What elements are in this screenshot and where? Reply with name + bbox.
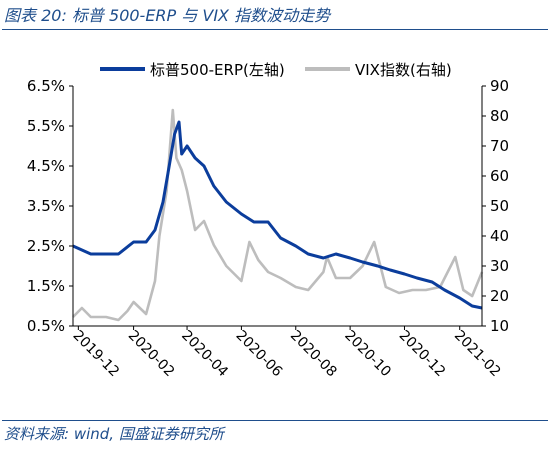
y-right-tick-label: 80 [490,107,509,125]
y-left-tick-label: 2.5% [27,237,65,255]
y-right-tick-label: 20 [490,287,509,305]
x-ticks: 2019-12 2020-02 2020-04 2020-06 2020-08 2020-… [70,326,504,380]
y-left-tick-label: 1.5% [27,277,65,295]
y-right-tick-label: 40 [490,227,509,245]
erp-vix-chart: 标普500-ERP(左轴) VIX指数(右轴) 0.5% 1.5% 2.5% 3.5%… [27,61,509,380]
y-right-tick-label: 70 [490,137,509,155]
x-tick-label: 2019-12 [70,328,123,381]
source-note: 资料来源: wind, 国盛证券研究所 [2,420,548,448]
y-right-ticks: 10 20 30 40 50 60 70 80 90 [482,77,509,335]
y-left-tick-label: 3.5% [27,197,65,215]
legend-label-erp: 标普500-ERP(左轴) [150,61,285,79]
x-tick-label: 2020-12 [396,328,449,381]
y-right-tick-label: 60 [490,167,509,185]
y-left-tick-label: 0.5% [27,317,65,335]
x-tick-label: 2020-08 [287,328,340,381]
erp-series-line [72,120,483,310]
figure-title: 图表 20: 标普 500-ERP 与 VIX 指数波动走势 [2,4,548,30]
x-tick-label: 2021-02 [451,328,504,381]
y-right-tick-label: 30 [490,257,509,275]
y-left-tick-label: 6.5% [27,77,65,95]
y-right-tick-label: 10 [490,317,509,335]
y-right-tick-label: 90 [490,77,509,95]
x-tick-label: 2020-06 [233,328,286,381]
legend-label-vix: VIX指数(右轴) [355,61,452,79]
x-tick-label: 2020-02 [125,328,178,381]
legend: 标普500-ERP(左轴) VIX指数(右轴) [100,61,452,79]
y-left-tick-label: 5.5% [27,117,65,135]
x-tick-label: 2020-10 [341,328,394,381]
x-tick-label: 2020-04 [178,328,231,381]
y-right-tick-label: 50 [490,197,509,215]
vix-series-line [72,108,484,322]
y-left-ticks: 0.5% 1.5% 2.5% 3.5% 4.5% 5.5% 6.5% [27,77,73,335]
y-left-tick-label: 4.5% [27,157,65,175]
